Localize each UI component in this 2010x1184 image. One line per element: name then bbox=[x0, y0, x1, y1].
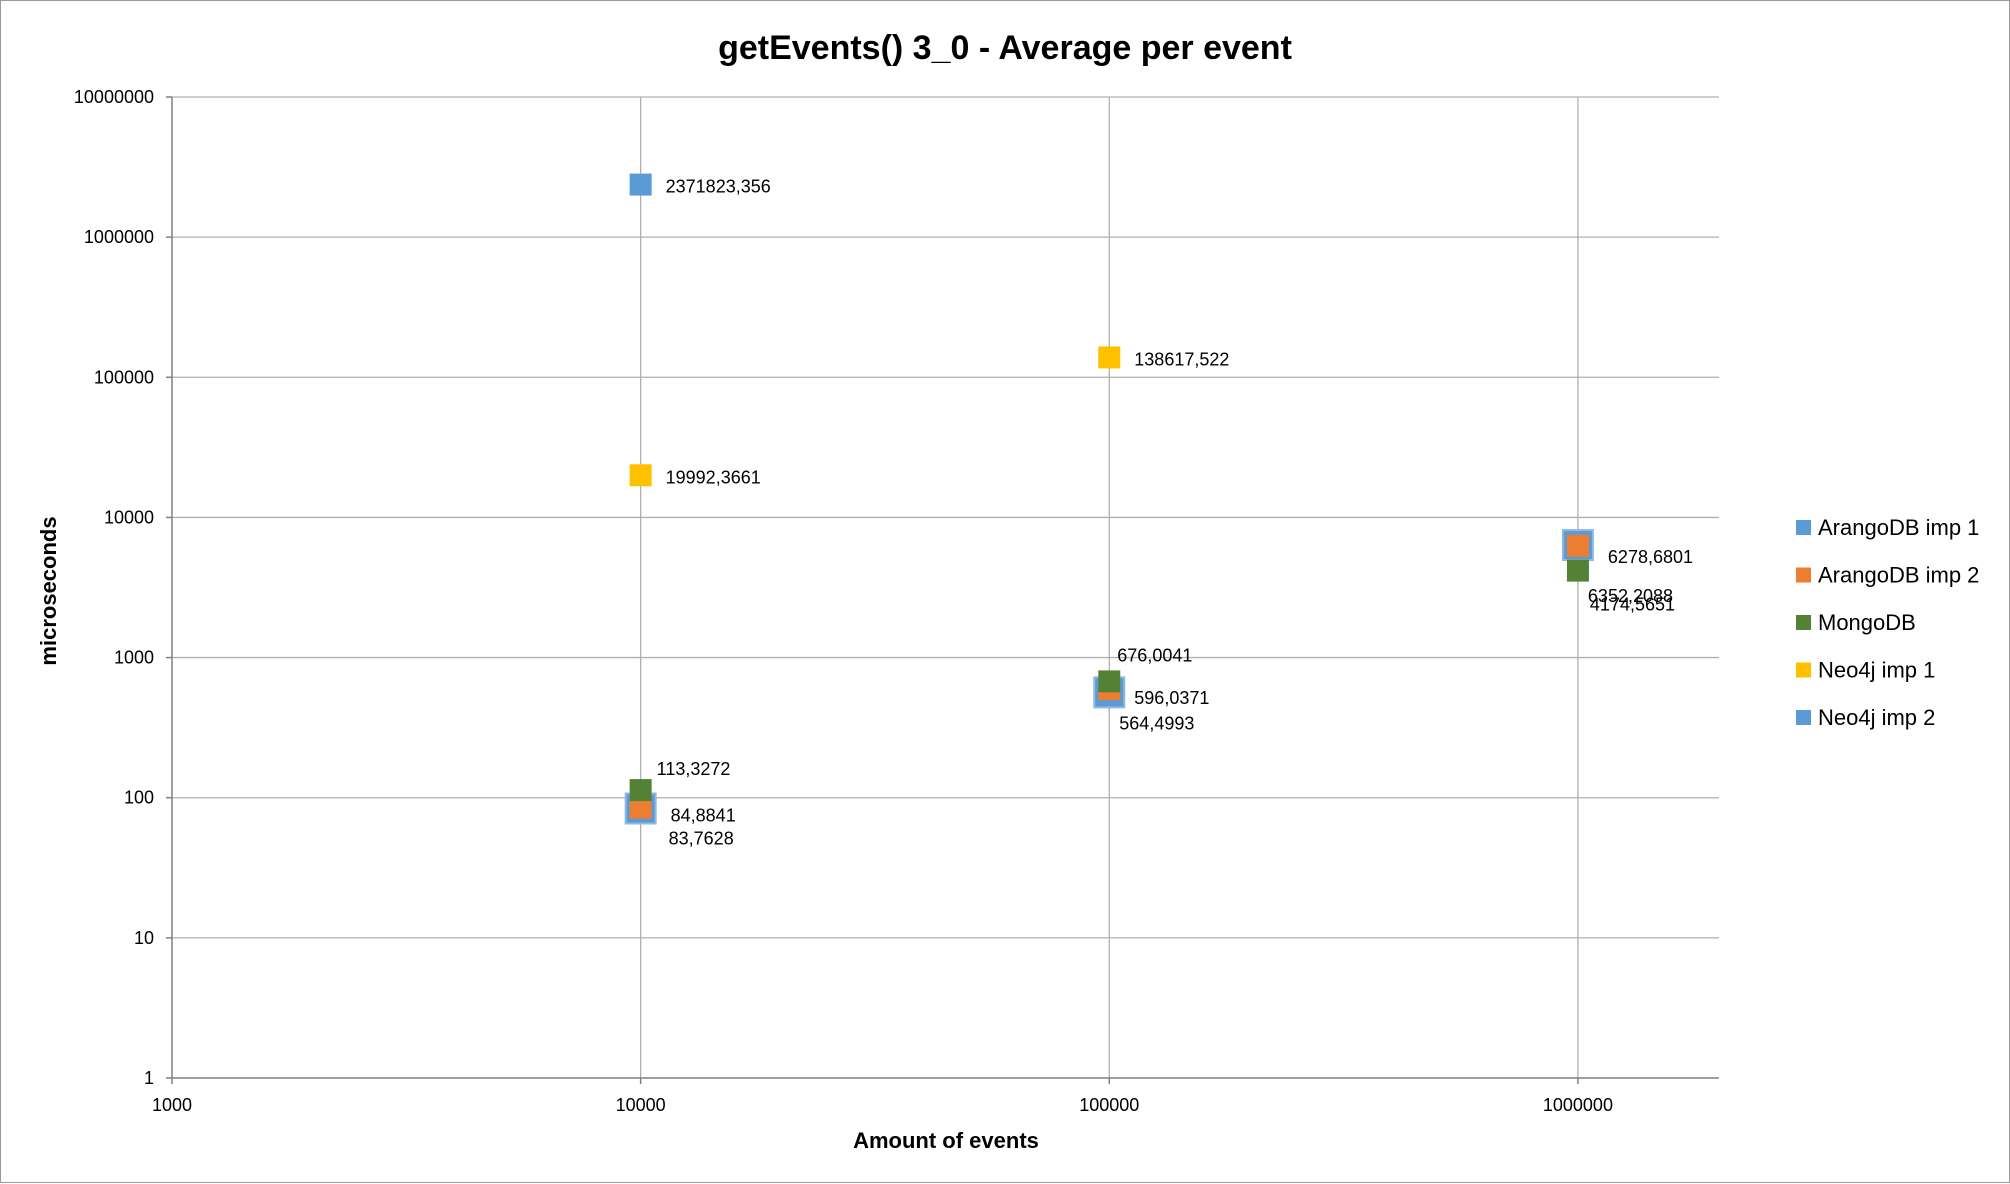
data-label: 4174,5651 bbox=[1590, 595, 1675, 615]
y-tick-label: 10000000 bbox=[74, 87, 154, 107]
y-axis-title: microseconds bbox=[36, 516, 61, 665]
legend-label: Neo4j imp 1 bbox=[1818, 658, 1935, 683]
data-label: 83,7628 bbox=[669, 828, 734, 848]
data-label: 2371823,356 bbox=[666, 177, 771, 197]
legend-label: ArangoDB imp 2 bbox=[1818, 563, 1979, 588]
x-tick-label: 1000 bbox=[152, 1095, 192, 1115]
data-point bbox=[629, 173, 652, 196]
y-tick-label: 100000 bbox=[94, 367, 154, 387]
y-tick-label: 1000000 bbox=[84, 227, 154, 247]
x-tick-label: 1000000 bbox=[1543, 1095, 1613, 1115]
data-label: 564,4993 bbox=[1119, 713, 1194, 733]
y-tick-label: 1000 bbox=[114, 648, 154, 668]
x-tick-label: 100000 bbox=[1079, 1095, 1139, 1115]
data-label: 6352,2088 bbox=[1588, 586, 1673, 606]
data-point bbox=[1098, 346, 1121, 369]
x-axis-title: Amount of events bbox=[853, 1128, 1039, 1153]
gridlines bbox=[172, 96, 1719, 1078]
legend-swatch bbox=[1796, 520, 1811, 535]
data-point bbox=[629, 796, 652, 819]
data-label: 6278,6801 bbox=[1608, 547, 1693, 567]
data-point bbox=[629, 779, 652, 802]
data-label: 138617,522 bbox=[1134, 349, 1229, 369]
data-label: 676,0041 bbox=[1117, 645, 1192, 665]
data-point bbox=[1566, 559, 1589, 582]
data-label: 113,3272 bbox=[657, 759, 731, 779]
data-labels: 83,7628 564,4993 6352,2088 84,8841 596,0371 6… bbox=[657, 177, 1693, 849]
data-point bbox=[629, 464, 652, 487]
y-tick-label: 100 bbox=[124, 788, 154, 808]
legend-label: ArangoDB imp 1 bbox=[1818, 515, 1979, 540]
data-point bbox=[1566, 534, 1589, 557]
y-tick-label: 10 bbox=[134, 928, 154, 948]
y-tick-label: 1 bbox=[144, 1068, 154, 1088]
legend-swatch bbox=[1796, 710, 1811, 725]
data-label: 596,0371 bbox=[1134, 688, 1209, 708]
axes bbox=[166, 96, 1719, 1084]
chart-title: getEvents() 3_0 - Average per event bbox=[718, 29, 1292, 67]
data-label: 19992,3661 bbox=[666, 467, 761, 487]
data-label: 84,8841 bbox=[671, 806, 736, 826]
legend-label: Neo4j imp 2 bbox=[1818, 705, 1935, 730]
y-tick-label: 10000 bbox=[104, 507, 154, 527]
x-tick-label: 10000 bbox=[616, 1095, 666, 1115]
legend: ArangoDB imp 1 ArangoDB imp 2 MongoDB Neo4j… bbox=[1796, 515, 1979, 730]
data-points bbox=[624, 173, 1594, 825]
data-point bbox=[1098, 670, 1121, 693]
legend-swatch bbox=[1796, 567, 1811, 583]
tick-labels: 1 10 100 1000 10000 100000 1000000 10000000 1000… bbox=[74, 87, 1613, 1115]
legend-label: MongoDB bbox=[1818, 610, 1916, 635]
legend-swatch bbox=[1796, 662, 1811, 678]
legend-swatch bbox=[1796, 615, 1811, 630]
